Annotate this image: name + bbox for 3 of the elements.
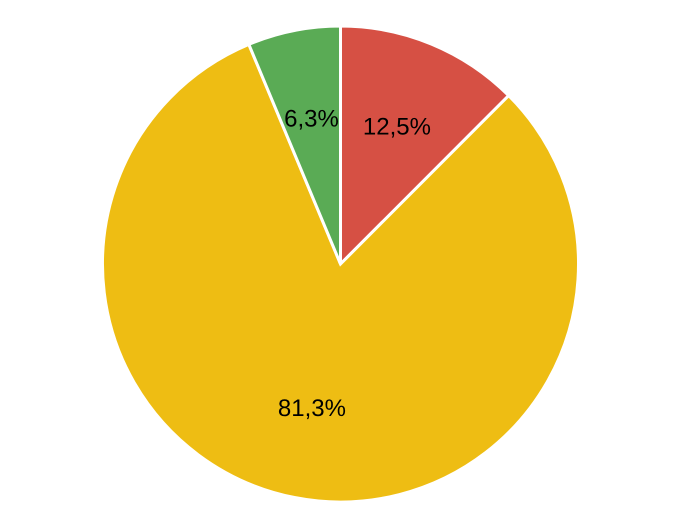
data-label: 12,5% bbox=[362, 114, 431, 141]
data-label: 81,3% bbox=[278, 394, 346, 422]
data-label: 6,3% bbox=[284, 105, 339, 132]
